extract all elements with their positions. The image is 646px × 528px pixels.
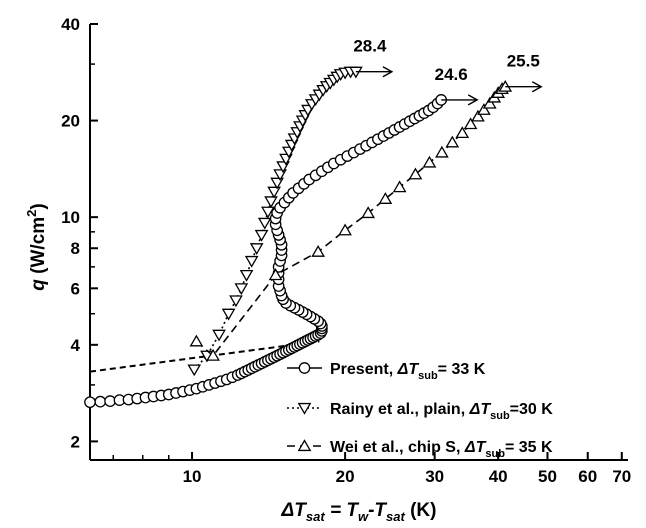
x-tick-label: 70 [612, 467, 631, 486]
data-point [268, 268, 283, 281]
data-point [267, 186, 281, 199]
x-axis-title: ΔTsat = Tw-Tsat (K) [281, 500, 437, 524]
data-point [212, 329, 226, 342]
series-3 [189, 79, 513, 361]
y-tick-label: 2 [71, 432, 80, 451]
data-point [261, 206, 275, 219]
data-point [392, 180, 407, 193]
axes: 2 4 6 8 10 20 40 10 20 30 40 50 60 70 [61, 15, 631, 486]
data-point [244, 255, 259, 268]
legend-entry-2: Rainy et al., plain, ΔTsub=30 K [287, 401, 553, 422]
data-point [311, 245, 325, 257]
data-point [338, 223, 352, 236]
data-point [234, 283, 249, 296]
data-point [408, 167, 423, 180]
y-tick-label: 10 [61, 208, 80, 227]
data-point [455, 126, 470, 139]
annotation-label: 28.4 [353, 37, 387, 56]
data-point [187, 364, 202, 377]
annotation-label: 25.5 [507, 52, 540, 71]
legend-label: Wei et al., chip S, ΔTsub= 35 K [330, 439, 553, 460]
data-point [477, 103, 491, 115]
y-tick-label: 40 [61, 15, 80, 34]
data-point [229, 295, 243, 308]
legend-marker [297, 439, 312, 452]
data-point [378, 192, 393, 204]
annotation-arrow-head [467, 94, 479, 106]
x-tick-label: 20 [336, 467, 355, 486]
data-point [435, 145, 449, 158]
y-tick-label: 4 [71, 336, 81, 355]
series-1 [84, 94, 448, 409]
data-point [471, 109, 485, 122]
x-tick-label: 50 [538, 467, 557, 486]
data-point [254, 229, 269, 242]
legend-entry-3: Wei et al., chip S, ΔTsub= 35 K [287, 439, 553, 460]
series-line [195, 86, 506, 357]
y-tick-label: 20 [61, 112, 80, 131]
legend: Present, ΔTsub= 33 K Rainy et al., plain,… [287, 361, 553, 460]
annotation-layer: 28.4 24.6 25.5 [353, 37, 543, 106]
data-point [257, 217, 272, 230]
x-tick-label: 40 [489, 467, 508, 486]
data-point [206, 348, 220, 361]
data-point [221, 308, 236, 321]
series-layer [84, 66, 513, 409]
annotation: 28.4 [353, 37, 394, 78]
data-point [239, 269, 254, 282]
legend-marker [297, 402, 312, 415]
data-point [482, 96, 497, 109]
y-tick-label: 8 [71, 239, 80, 258]
data-point [104, 395, 116, 407]
annotation: 25.5 [505, 52, 543, 93]
legend-label: Present, ΔTsub= 33 K [330, 361, 486, 382]
x-tick-label: 30 [425, 467, 444, 486]
data-point [189, 334, 204, 347]
data-point [249, 243, 264, 256]
data-point [264, 196, 278, 209]
data-point [445, 135, 460, 148]
legend-label: Rainy et al., plain, ΔTsub=30 K [330, 401, 553, 422]
y-tick-label: 6 [71, 279, 80, 298]
data-point [463, 117, 478, 130]
annotation-arrow-head [531, 81, 543, 93]
annotation-label: 24.6 [435, 65, 468, 84]
data-point [361, 206, 376, 219]
series-2 [187, 66, 363, 377]
annotation: 24.6 [435, 65, 479, 106]
data-point [84, 396, 96, 409]
axis-titles: ΔTsat = Tw-Tsat (K) q (W/cm2) [24, 203, 436, 524]
y-axis-title: q (W/cm2) [24, 203, 49, 290]
data-point [422, 155, 437, 168]
legend-entry-1: Present, ΔTsub= 33 K [287, 361, 486, 382]
annotation-arrow-head [382, 66, 394, 78]
legend-marker [298, 362, 311, 374]
x-tick-label: 60 [578, 467, 597, 486]
data-point [94, 395, 107, 408]
x-tick-label: 10 [183, 467, 202, 486]
